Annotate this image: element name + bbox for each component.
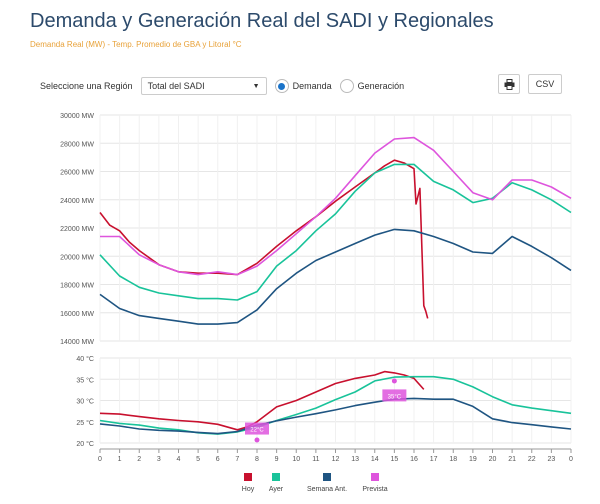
forecast-temp-box: [245, 422, 269, 435]
x-tick-label: 10: [292, 456, 300, 463]
x-tick-label: 8: [255, 456, 259, 463]
x-tick-label: 15: [390, 456, 398, 463]
chart-controls: Seleccione una Región Total del SADI ▼ D…: [40, 76, 412, 96]
page-title: Demanda y Generación Real del SADI y Reg…: [30, 10, 494, 32]
x-tick-label: 0: [98, 456, 102, 463]
temp-y-tick-label: 40 °C: [76, 355, 94, 363]
x-tick-label: 17: [430, 456, 438, 463]
x-tick-label: 21: [508, 456, 516, 463]
demand-y-tick-label: 20000 MW: [60, 254, 94, 261]
demand-y-tick-label: 22000 MW: [60, 226, 94, 233]
x-tick-label: 1: [118, 456, 122, 463]
x-tick-label: 4: [177, 456, 181, 463]
demand-series-ayer: [99, 163, 572, 301]
x-tick-label: 7: [235, 456, 239, 463]
demand-generation-toggle: Demanda Generación: [274, 79, 413, 93]
x-tick-label: 20: [489, 456, 497, 463]
x-tick-label: 23: [547, 456, 555, 463]
x-tick-label: 14: [371, 456, 379, 463]
demand-y-tick-label: 14000 MW: [60, 339, 94, 346]
x-tick-label: 22: [528, 456, 536, 463]
forecast-temp-box: [382, 389, 407, 402]
region-select[interactable]: Total del SADI ▼: [140, 77, 267, 95]
temp-y-tick-label: 20 °C: [76, 440, 94, 448]
demand-series-semana-ant: [99, 228, 572, 325]
demand-y-tick-label: 24000 MW: [60, 198, 94, 205]
temp-series-hoy: [99, 370, 425, 431]
legend-label: Hoy: [242, 486, 255, 493]
legend-swatch: [244, 473, 252, 481]
x-tick-label: 0: [569, 456, 573, 463]
chevron-down-icon: ▼: [252, 82, 260, 90]
print-button[interactable]: [498, 74, 520, 94]
legend-swatch: [323, 473, 331, 481]
region-label: Seleccione una Región: [40, 81, 133, 91]
demand-y-tick-label: 18000 MW: [60, 283, 94, 290]
csv-button[interactable]: CSV: [528, 74, 562, 94]
demand-y-tick-label: 26000 MW: [60, 170, 94, 177]
x-tick-label: 3: [157, 456, 161, 463]
legend-label: Prevista: [362, 486, 387, 493]
x-tick-label: 9: [275, 456, 279, 463]
x-tick-label: 5: [196, 456, 200, 463]
legend-label: Ayer: [269, 486, 284, 493]
x-tick-label: 11: [312, 456, 319, 463]
demand-y-tick-label: 28000 MW: [60, 141, 94, 148]
x-tick-label: 13: [351, 456, 359, 463]
x-tick-label: 19: [469, 456, 477, 463]
temp-y-tick-label: 35 °C: [76, 376, 94, 384]
forecast-marker: [254, 437, 260, 443]
x-tick-label: 18: [449, 456, 457, 463]
legend-swatch: [371, 473, 379, 481]
radio-demand[interactable]: [274, 79, 289, 93]
x-tick-label: 12: [332, 456, 340, 463]
x-tick-label: 2: [137, 456, 141, 463]
demand-y-tick-label: 16000 MW: [60, 311, 94, 318]
region-select-value: Total del SADI: [147, 81, 205, 91]
demand-y-tick-label: 30000 MW: [60, 113, 94, 120]
temp-series-ayer: [99, 375, 572, 435]
forecast-marker: [391, 378, 397, 384]
radio-demand-label[interactable]: Demanda: [292, 81, 332, 91]
temp-series-semana-ant: [99, 397, 572, 435]
radio-generation[interactable]: [339, 79, 354, 93]
forecast-temp-label: 35°C: [388, 394, 402, 400]
temp-y-tick-label: 25 °C: [76, 419, 94, 427]
radio-generation-label[interactable]: Generación: [357, 81, 405, 91]
demand-series-prevista: [100, 136, 572, 276]
page-subtitle: Demanda Real (MW) - Temp. Promedio de GB…: [30, 40, 242, 49]
x-tick-label: 16: [410, 456, 418, 463]
demand-series-hoy: [99, 159, 429, 319]
temp-y-tick-label: 30 °C: [76, 398, 94, 406]
legend-label: Semana Ant.: [307, 486, 347, 493]
x-tick-label: 6: [216, 456, 220, 463]
forecast-temp-label: 22°C: [250, 428, 264, 434]
legend-swatch: [272, 473, 280, 481]
print-icon: [504, 78, 514, 90]
